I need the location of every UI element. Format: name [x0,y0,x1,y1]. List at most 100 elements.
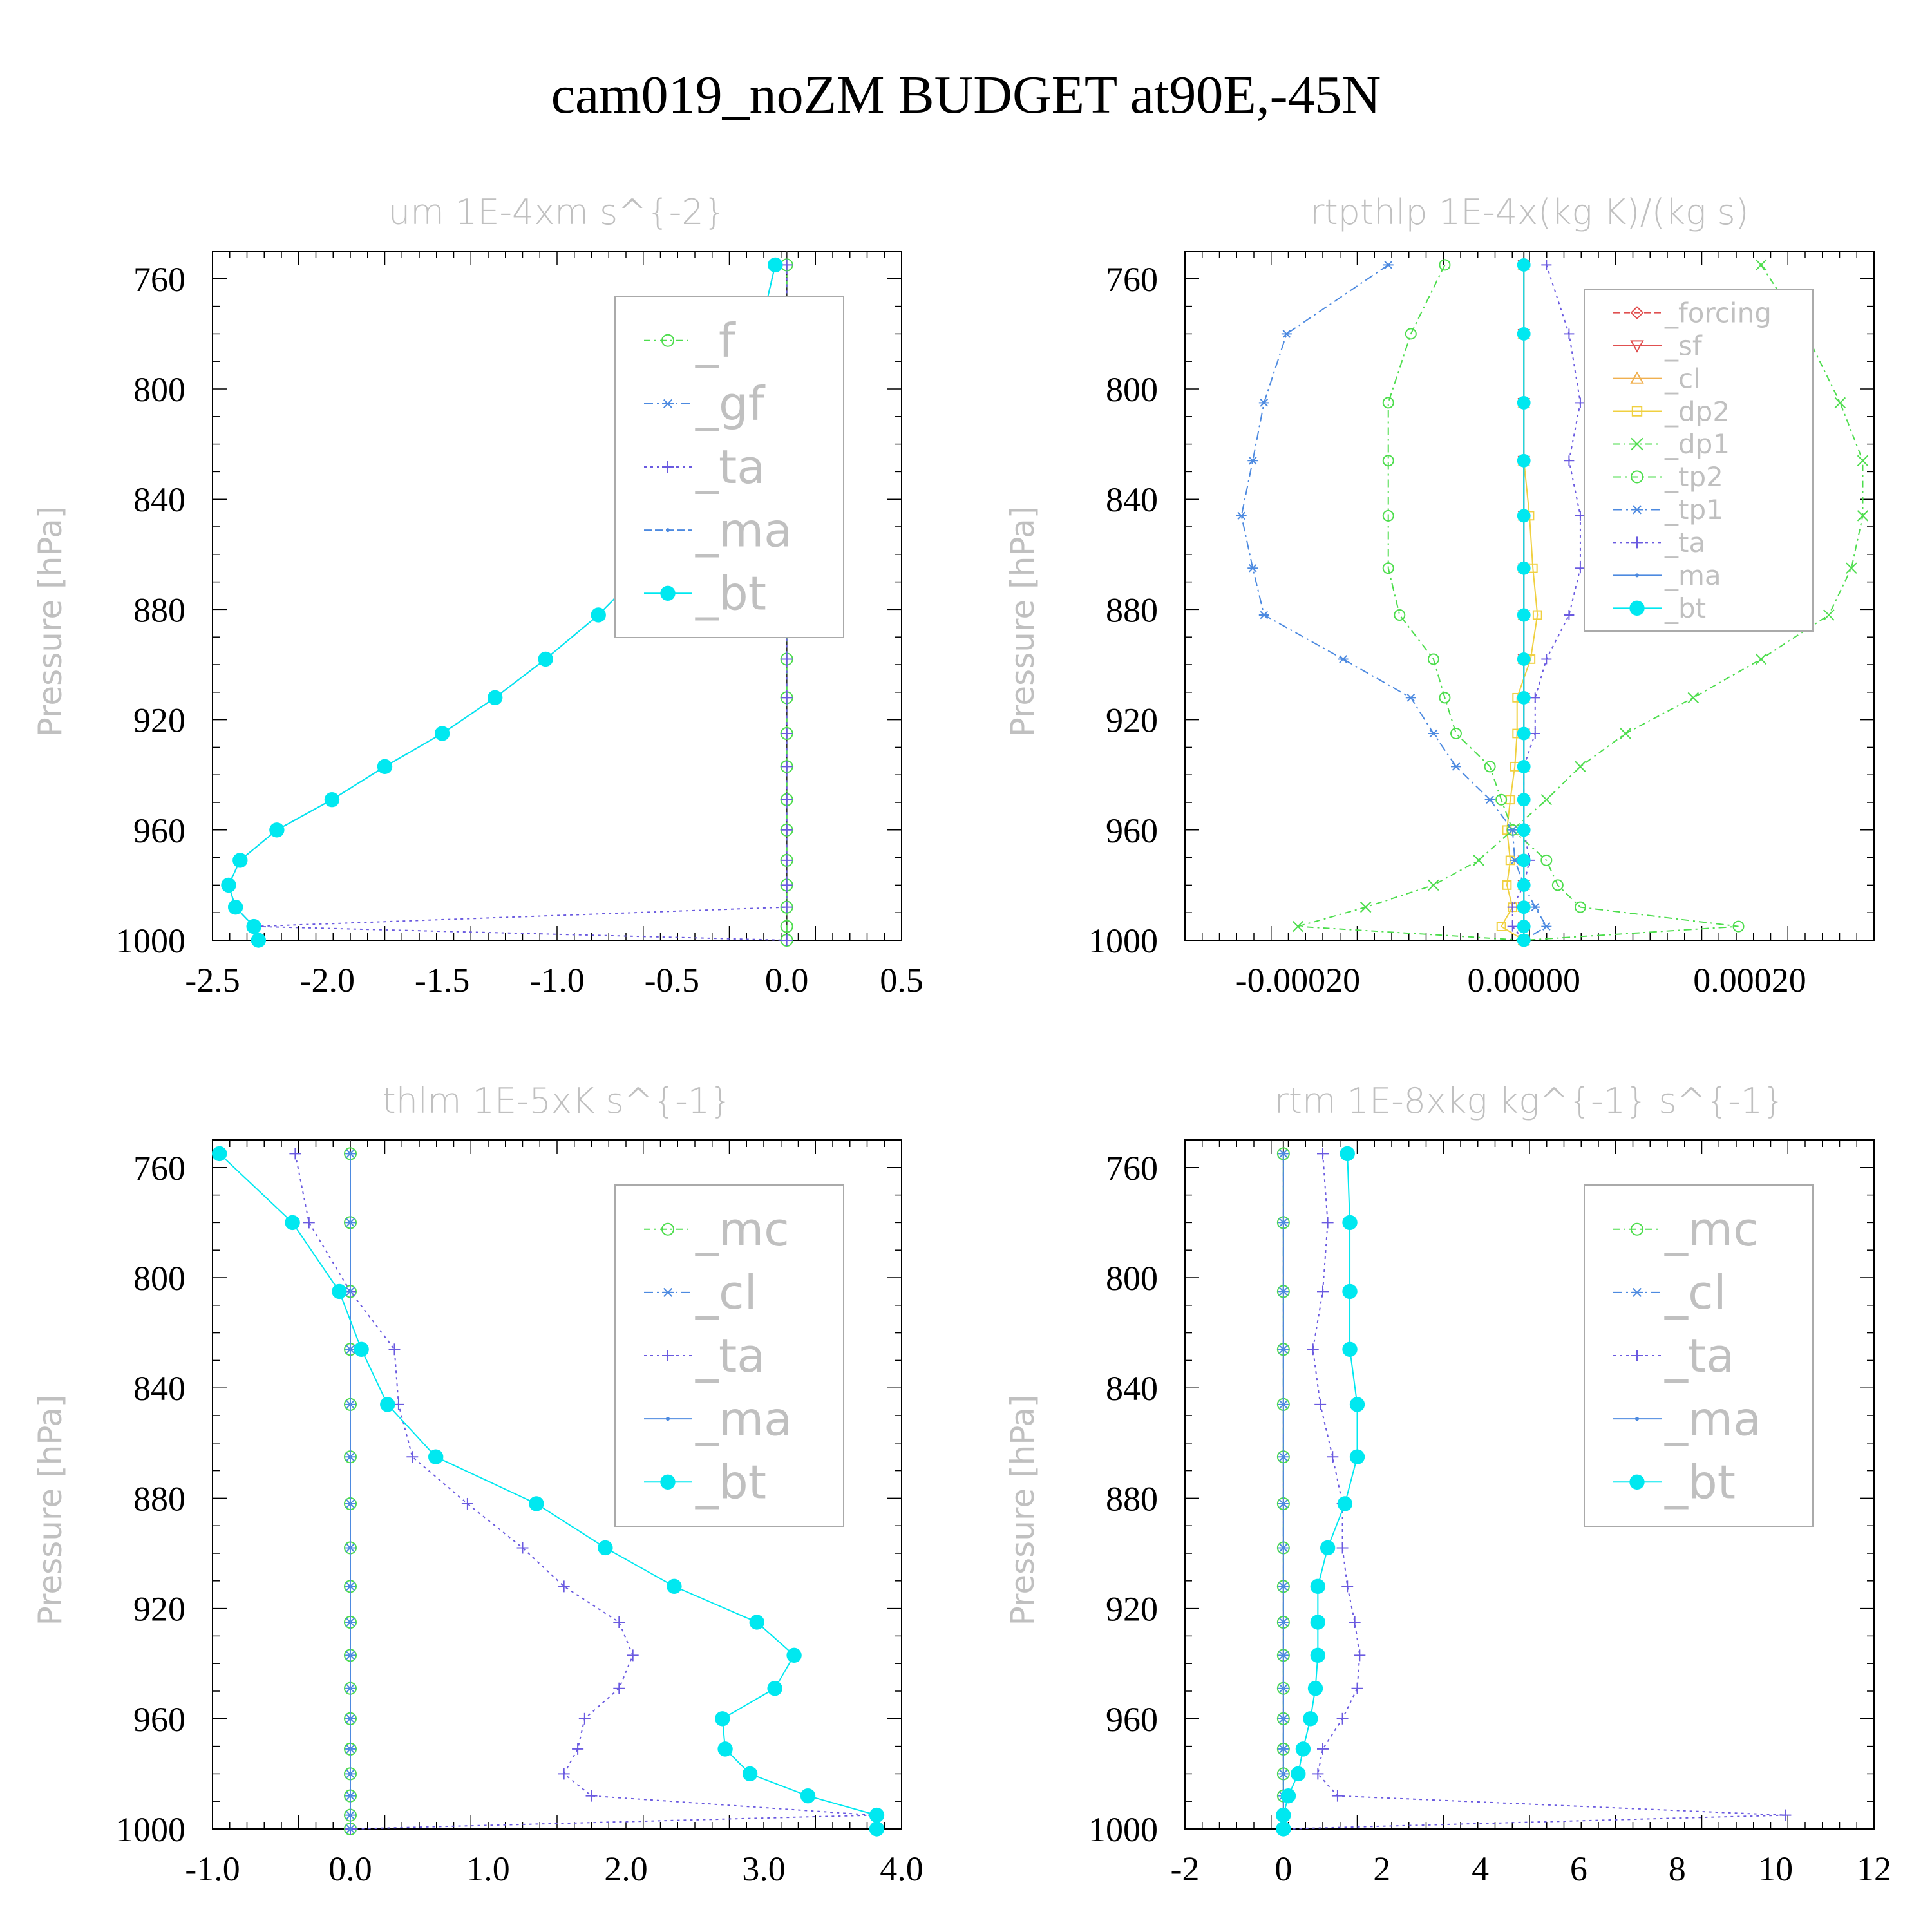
panel-2-series-tp2-point-shape [1427,653,1439,665]
panel-3-series-bt-point [332,1283,347,1300]
panel-4-series-ta-point [1331,1790,1343,1802]
panel-4-series-bt-point-shape [1291,1766,1306,1782]
panel-3-series-bt-point [667,1578,682,1595]
panel-1-ytick-label: 840 [133,480,185,519]
panel-4-legend-bt-marker [1629,1474,1645,1490]
panel-3-series-bt-point [380,1397,395,1412]
panel-2-legend-tp1: _tp1 [1613,494,1723,526]
panel-2-series-dp1-point [1834,397,1846,409]
panel-4-series-ma-point-shape [1281,1716,1285,1721]
panel-2-series-bt-point [1517,878,1531,892]
panel-2-series-ta-point [1564,609,1575,620]
panel-2-series-tp2 [1382,259,1745,946]
panel-2-legend-forcing-label: _forcing [1664,297,1772,328]
panel-2-series-dp1-point-d2 [1755,259,1767,271]
panel-2-legend-tp2-label: _tp2 [1664,461,1723,493]
panel-1-series-bt-point [434,726,450,741]
panel-3-xtick-label: -1.0 [185,1850,240,1888]
panel-2-series-ta-point [1541,260,1552,270]
panel-4-legend-mc: _mc [1613,1202,1759,1256]
panel-2-legend-dp1-marker-d2 [1631,437,1643,451]
panel-3-series-ta-point [585,1790,598,1802]
panel-2-series-tp2-point [1450,728,1462,739]
panel-4-series-ma-point [1281,1620,1285,1624]
panel-1-series-bt-point-shape [591,607,606,623]
panel-2-series-dp1-point-d2 [1687,692,1700,704]
panel-3-series-ma-point-shape [348,1455,352,1459]
panel-4-series-bt-point-shape [1276,1821,1291,1837]
panel-3-legend-ta-label: _ta [695,1329,765,1383]
panel-1-series-bt-point-shape [221,877,236,893]
panel-2-series-dp1-point [1540,794,1553,806]
panel-1-series-bt-point-shape [538,651,553,667]
panel-2-series-ta [1507,260,1586,945]
panel-2-legend-ma-marker [1635,573,1639,578]
panel-4-series-bt-point-shape [1307,1681,1323,1696]
panel-3-legend-ma: _ma [644,1392,792,1446]
panel-4-series-ma-point-shape [1281,1653,1285,1658]
panel-4-ytick-label: 920 [1106,1590,1158,1629]
panel-2-series-tp1-point [1428,729,1439,738]
panel-2-legend-sf-marker-shape [1630,340,1644,353]
panel-4-legend-cl-label: _cl [1664,1265,1727,1320]
panel-1-legend-gf: _gf [644,377,766,431]
panel-4-legend-ta: _ta [1613,1329,1734,1383]
panel-2-series-bt-point [1517,759,1531,773]
panel-4-legend: _mc _cl _ta _ma _bt [1584,1184,1814,1527]
panel-4-series-ma-point [1281,1455,1285,1459]
panel-1-legend-ta-label: _ta [695,440,765,494]
panel-3-series-ma-point [348,1772,352,1776]
panel-3-series-bt-point [428,1449,444,1464]
panel-2-series-tp1-line [1240,264,1548,941]
panel-2-series-tp2-point [1495,793,1508,806]
panel-3-series-ma-point [348,1151,352,1156]
panel-3-series-bt-point-shape [767,1681,782,1696]
panel-3-legend-bt-marker [660,1474,676,1490]
panel-2-legend-ta-label: _ta [1664,527,1705,558]
panel-2-series-bt-point-shape [1517,759,1531,773]
panel-4-series-ta-point [1327,1451,1339,1463]
panel-1-series-bt-point [221,877,236,893]
panel-3-series-bt-point [869,1807,885,1823]
panel-3-legend-box [614,1184,844,1527]
panel-4-legend-ma: _ma [1613,1392,1761,1446]
panel-1-legend-ma: _ma [644,503,792,557]
panel-2-series-bt-point-shape [1517,608,1531,622]
panel-4-legend-ma-label: _ma [1664,1392,1761,1446]
panel-4-series-bt-point-shape [1342,1341,1358,1357]
panel-1-ticks [212,251,902,941]
panel-4-series-ma-point-shape [1281,1347,1285,1352]
panel-2-series-bt-point [1517,920,1531,933]
panel-2-series-tp2-point-shape [1382,509,1394,522]
panel-1-series-bt-point-shape [246,918,261,934]
panel-2-series-tp2-point [1574,901,1586,913]
panel-2-series-dp1-point [1687,692,1700,704]
panel-1-ytick-label: 880 [133,591,185,629]
panel-3-legend-mc-marker [661,1222,674,1236]
panel-2-legend-ta-marker [1631,536,1643,549]
panel-3-series-bt-point-shape [529,1496,544,1511]
panel-2-series-tp1-point-d2 [1452,762,1461,771]
panel-3-series-ma-point-shape [348,1716,352,1721]
panel-3-series-ma-point-shape [348,1220,352,1225]
panel-4-ytick-label: 800 [1106,1259,1158,1298]
panel-2-series-tp1-point [1247,456,1258,465]
panel-4-series-ma-point-shape [1281,1455,1285,1459]
panel-3-series-ma-point-shape [348,1686,352,1690]
panel-3-series-bt-point-shape [598,1540,613,1556]
panel-2-series-dp2 [1496,260,1542,945]
panel-3-series-bt-point-shape [749,1615,765,1630]
panel-2-legend-cl-marker-shape [1630,371,1644,384]
panel-2-series-tp2-point [1427,653,1439,665]
panel-3-ytick-label: 800 [133,1259,185,1298]
panel-2-series-tp2-point [1394,609,1406,621]
panel-4-series-bt-point [1295,1741,1311,1757]
panel-3-legend-bt-label: _bt [695,1455,766,1509]
panel-2-series-tp1-point-d2 [1248,456,1257,465]
panel-4-series-bt-point-shape [1310,1615,1326,1630]
panel-2-series-dp1-point [1857,510,1869,522]
panel-3-series-ma-point [348,1686,352,1690]
panel-2-series-ta-point [1530,728,1540,739]
panel-3-series-ma-point-shape [348,1347,352,1352]
panel-3-legend-cl-label: _cl [695,1265,757,1320]
